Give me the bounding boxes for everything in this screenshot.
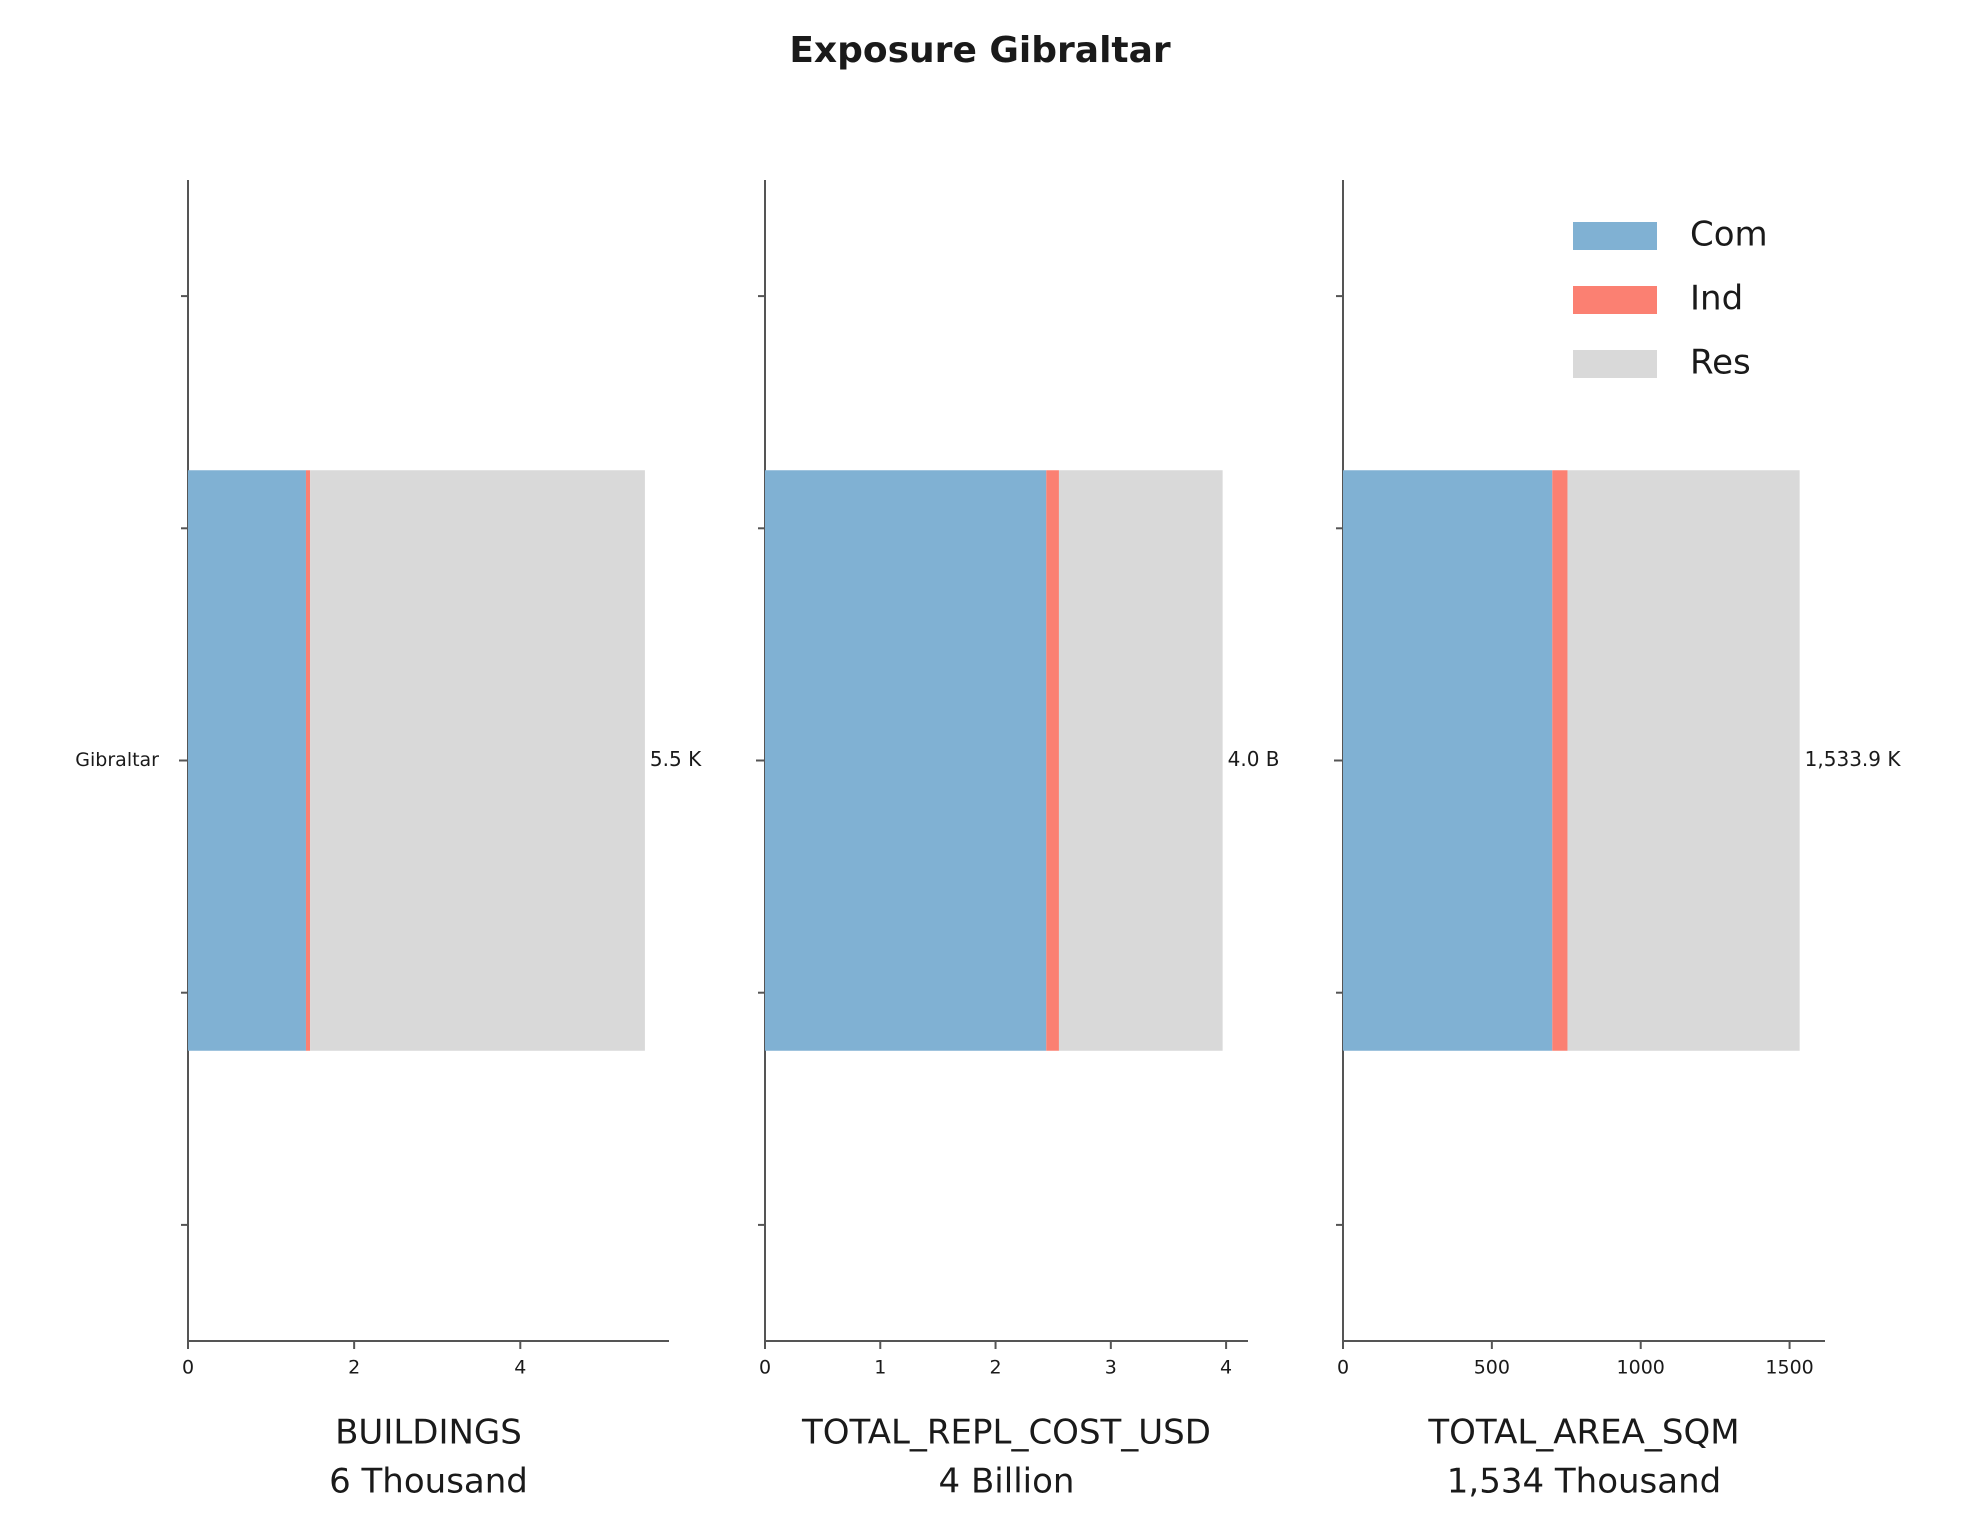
x-axis-label-total: 1,534 Thousand	[1447, 1462, 1722, 1502]
legend-label: Ind	[1690, 279, 1743, 319]
x-tick-label: 0	[182, 1357, 194, 1379]
x-axis-label: TOTAL_REPL_COST_USD	[801, 1413, 1211, 1453]
x-axis-label: BUILDINGS	[335, 1413, 522, 1453]
bar-segment	[1567, 470, 1800, 1051]
x-tick-label: 1500	[1765, 1357, 1813, 1379]
bar-segment	[1343, 470, 1553, 1051]
legend-swatch	[1573, 350, 1657, 378]
x-tick-label: 4	[514, 1357, 526, 1379]
bar-segment	[188, 470, 306, 1051]
legend-swatch	[1573, 222, 1657, 250]
x-axis-label-total: 4 Billion	[939, 1462, 1075, 1502]
bar-segment	[765, 470, 1047, 1051]
legend-label: Com	[1690, 215, 1768, 255]
x-tick-label: 3	[1105, 1357, 1117, 1379]
x-tick-label: 2	[348, 1357, 360, 1379]
bar-segment	[1046, 470, 1059, 1051]
legend-label: Res	[1690, 343, 1751, 383]
x-tick-label: 1000	[1617, 1357, 1665, 1379]
total-label: 4.0 B	[1228, 747, 1280, 771]
y-tick-label: Gibraltar	[75, 749, 159, 771]
total-label: 1,533.9 K	[1805, 747, 1902, 771]
x-tick-label: 0	[1337, 1357, 1349, 1379]
x-tick-label: 1	[874, 1357, 886, 1379]
x-tick-label: 2	[990, 1357, 1002, 1379]
bar-segment	[1058, 470, 1223, 1051]
x-axis-label-total: 6 Thousand	[329, 1462, 528, 1502]
x-axis-label: TOTAL_AREA_SQM	[1427, 1413, 1739, 1453]
bar-segment	[305, 470, 311, 1051]
x-tick-label: 4	[1220, 1357, 1232, 1379]
x-tick-label: 0	[759, 1357, 771, 1379]
total-label: 5.5 K	[650, 747, 702, 771]
x-tick-label: 500	[1474, 1357, 1510, 1379]
bar-segment	[310, 470, 645, 1051]
legend-swatch	[1573, 286, 1657, 314]
chart-title: Exposure Gibraltar	[789, 30, 1171, 71]
bar-segment	[1552, 470, 1568, 1051]
